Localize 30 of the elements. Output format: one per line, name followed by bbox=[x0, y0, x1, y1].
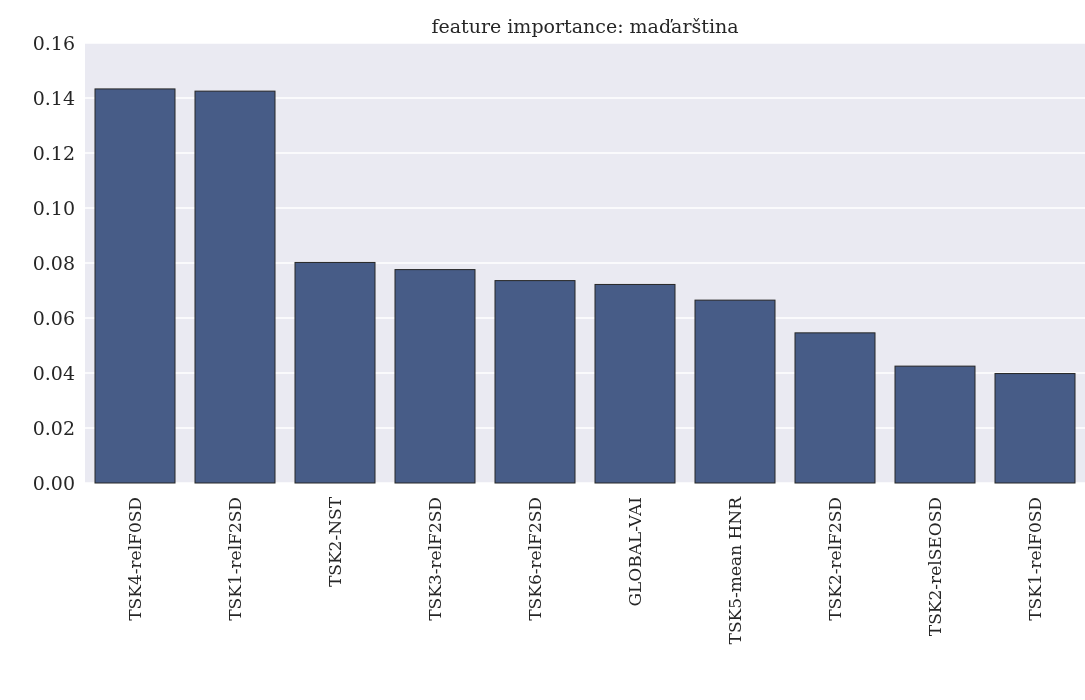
bar bbox=[694, 299, 776, 484]
x-tick-label: TSK1-relF2SD bbox=[224, 497, 245, 621]
y-tick-label: 0.08 bbox=[32, 251, 75, 274]
y-tick-label: 0.02 bbox=[32, 416, 75, 439]
y-tick-label: 0.00 bbox=[32, 471, 75, 494]
x-tick-label: TSK4-relF0SD bbox=[124, 497, 145, 621]
bar bbox=[94, 88, 176, 484]
x-tick-label: GLOBAL-VAI bbox=[624, 497, 645, 607]
y-tick-label: 0.04 bbox=[32, 361, 75, 384]
x-tick-label: TSK2-relF2SD bbox=[824, 497, 845, 621]
bar bbox=[294, 261, 376, 484]
bar bbox=[594, 283, 676, 484]
bar bbox=[394, 269, 476, 484]
x-tick-label: TSK3-relF2SD bbox=[424, 497, 445, 621]
x-tick-label: TSK1-relF0SD bbox=[1024, 497, 1045, 621]
y-tick-label: 0.06 bbox=[32, 306, 75, 329]
chart-title: feature importance: maďarština bbox=[431, 15, 739, 37]
x-tick-label: TSK6-relF2SD bbox=[524, 497, 545, 621]
x-tick-label: TSK5-mean HNR bbox=[724, 495, 745, 645]
y-tick-label: 0.16 bbox=[32, 31, 75, 54]
bar bbox=[794, 332, 876, 484]
y-tick-label: 0.10 bbox=[32, 196, 75, 219]
bar bbox=[994, 373, 1076, 484]
y-tick-label: 0.12 bbox=[32, 141, 75, 164]
bar bbox=[894, 365, 976, 484]
y-tick-label: 0.14 bbox=[32, 86, 75, 109]
x-tick-label: TSK2-NST bbox=[324, 496, 345, 588]
bar bbox=[194, 90, 276, 484]
x-tick-label: TSK2-relSEOSD bbox=[924, 497, 945, 637]
bar bbox=[494, 280, 576, 484]
